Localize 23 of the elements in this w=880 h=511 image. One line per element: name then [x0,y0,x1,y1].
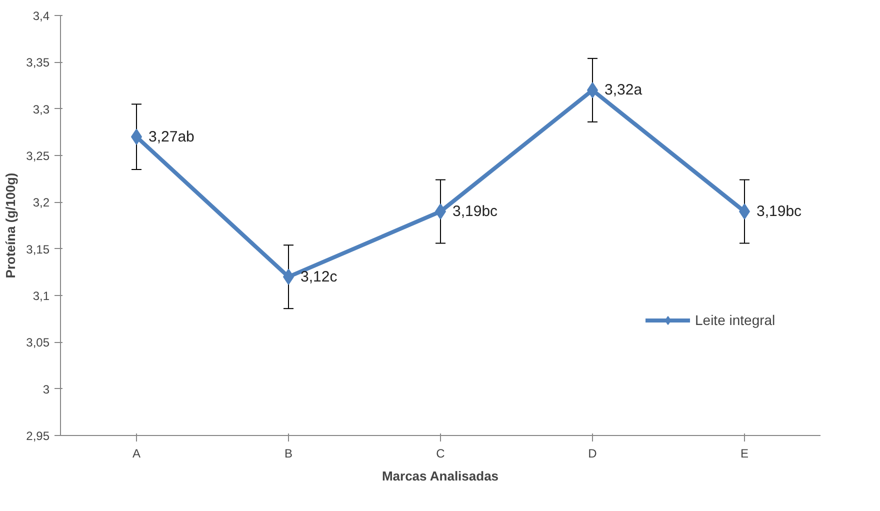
x-tick-label: B [284,446,293,460]
data-label: 3,19bc [452,203,498,220]
y-tick-label: 3,35 [26,56,50,70]
data-label: 3,27ab [148,128,194,146]
y-tick-label: 3 [42,382,50,396]
y-tick-label: 3,25 [26,149,50,163]
y-tick-label: 3,2 [32,196,50,210]
x-tick-label: A [132,446,141,460]
data-label: 3,32a [604,82,643,99]
y-tick-label: 3,05 [26,336,50,350]
y-tick-label: 3,1 [32,289,50,303]
x-axis-title: Marcas Analisadas [382,468,499,484]
data-label: 3,12c [300,268,338,286]
y-tick-label: 3,15 [26,242,50,256]
x-tick-label: C [436,446,446,460]
y-tick-label: 2,95 [26,429,50,443]
y-tick-label: 3,3 [32,102,50,116]
x-tick-label: D [588,446,598,460]
y-tick-label: 3,4 [32,9,50,23]
data-label: 3,19bc [756,203,802,220]
legend-label: Leite integral [695,312,776,328]
x-tick-label: E [740,446,749,460]
y-axis-title: Proteína (g/100g) [3,172,18,278]
